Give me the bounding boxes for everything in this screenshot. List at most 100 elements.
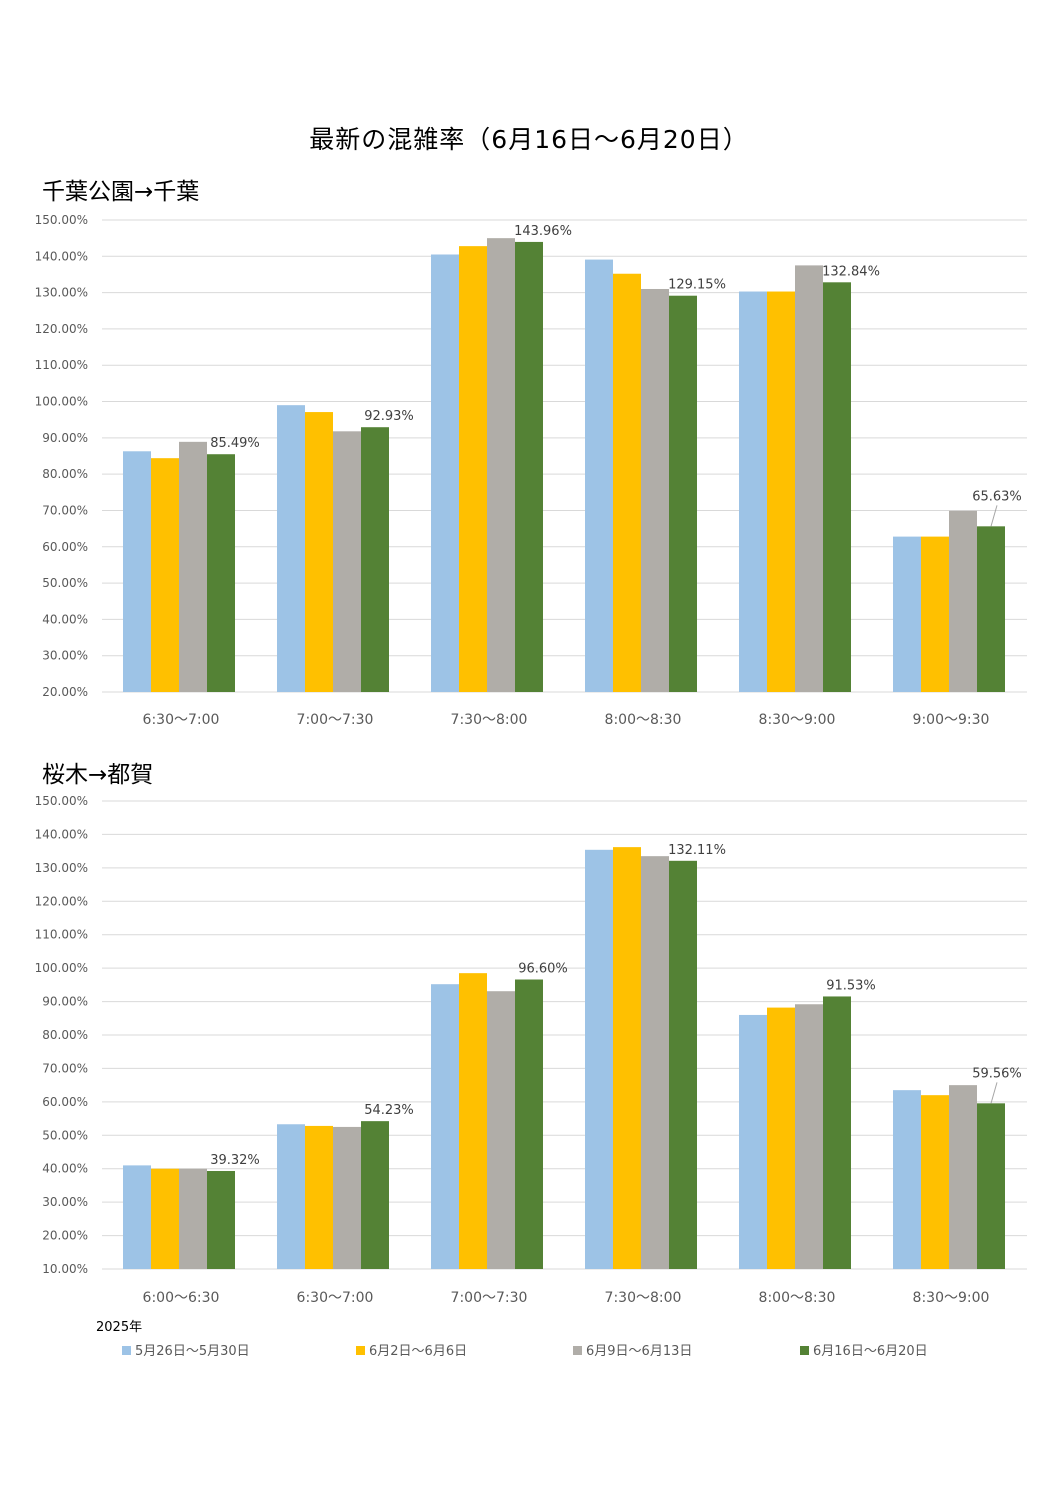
data-label: 132.84%: [822, 264, 880, 279]
bar: [459, 973, 487, 1269]
bar: [207, 1170, 235, 1269]
bar: [487, 238, 515, 692]
bar: [739, 291, 767, 692]
bar: [361, 427, 389, 692]
legend-label: 6月9日～6月13日: [586, 1344, 693, 1359]
bar: [823, 282, 851, 692]
legend-item: 6月2日～6月6日: [356, 1340, 467, 1359]
y-tick-label: 60.00%: [42, 540, 88, 554]
bar: [123, 451, 151, 692]
bar: [795, 265, 823, 692]
legend-label: 5月26日～5月30日: [135, 1344, 250, 1359]
x-tick-label: 8:30～9:00: [913, 1290, 990, 1306]
y-tick-label: 70.00%: [42, 1061, 88, 1075]
legend: 5月26日～5月30日 6月2日～6月6日 6月9日～6月13日 6月16日～6月20…: [0, 1340, 1058, 1360]
legend-label: 6月16日～6月20日: [813, 1344, 928, 1359]
legend-item: 5月26日～5月30日: [122, 1340, 250, 1359]
x-tick-label: 7:30～8:00: [605, 1290, 682, 1306]
legend-item: 6月16日～6月20日: [800, 1340, 928, 1359]
data-label: 132.11%: [668, 843, 726, 858]
data-label: 91.53%: [826, 978, 876, 993]
x-tick-label: 6:00～6:30: [143, 1290, 220, 1306]
y-tick-label: 20.00%: [42, 1229, 88, 1243]
bar: [305, 412, 333, 692]
bar: [893, 1090, 921, 1269]
bar: [179, 1168, 207, 1269]
chart-1: 20.00% 30.00% 40.00% 50.00% 60.00% 70.00% 80.0…: [35, 213, 1027, 728]
bar: [277, 405, 305, 692]
bar: [305, 1125, 333, 1269]
data-label: 92.93%: [364, 409, 414, 424]
y-tick-label: 80.00%: [42, 1028, 88, 1042]
bar: [151, 458, 179, 692]
bar: [515, 241, 543, 692]
y-tick-label: 60.00%: [42, 1095, 88, 1109]
y-tick-label: 30.00%: [42, 1195, 88, 1209]
bar: [949, 1085, 977, 1269]
bar: [823, 996, 851, 1269]
y-tick-label: 100.00%: [35, 395, 88, 409]
bar: [207, 454, 235, 692]
bar: [487, 991, 515, 1269]
legend-year-label: 2025年: [96, 1320, 143, 1335]
bar: [767, 1007, 795, 1269]
bar: [977, 526, 1005, 692]
chart-title-2: 桜木→都賀: [42, 762, 154, 788]
y-tick-label: 140.00%: [35, 249, 88, 263]
bar: [277, 1124, 305, 1269]
bar: [123, 1165, 151, 1269]
chart-title-1: 千葉公園→千葉: [42, 179, 200, 205]
y-tick-label: 120.00%: [35, 894, 88, 908]
bar: [515, 979, 543, 1269]
bar: [921, 1095, 949, 1269]
data-label: 59.56%: [972, 1066, 1022, 1081]
bar: [795, 1004, 823, 1269]
y-tick-label: 100.00%: [35, 961, 88, 975]
data-label: 96.60%: [518, 962, 568, 977]
x-tick-label: 6:30～7:00: [297, 1290, 374, 1306]
legend-swatch: [122, 1346, 131, 1355]
legend-swatch: [573, 1346, 582, 1355]
bar: [669, 860, 697, 1269]
y-tick-label: 110.00%: [35, 928, 88, 942]
bar: [739, 1014, 767, 1269]
bar: [333, 431, 361, 692]
x-tick-label: 8:00～8:30: [759, 1290, 836, 1306]
y-tick-label: 140.00%: [35, 827, 88, 841]
page-title: 最新の混雑率（6月16日～6月20日）: [309, 125, 749, 154]
legend-label: 6月2日～6月6日: [369, 1344, 468, 1359]
chart-2: 10.00% 20.00% 30.00% 40.00% 50.00% 60.00% 70.0…: [35, 794, 1027, 1306]
y-tick-label: 150.00%: [35, 213, 88, 227]
legend-item: 6月9日～6月13日: [573, 1340, 692, 1359]
data-label-leader: [990, 505, 998, 527]
legend-swatch: [356, 1346, 365, 1355]
y-tick-label: 50.00%: [42, 576, 88, 590]
bar: [767, 291, 795, 692]
y-tick-label: 90.00%: [42, 431, 88, 445]
data-label: 129.15%: [668, 278, 726, 293]
x-tick-label: 9:00～9:30: [913, 712, 990, 728]
bar: [921, 536, 949, 692]
y-tick-label: 70.00%: [42, 503, 88, 517]
y-tick-label: 130.00%: [35, 861, 88, 875]
bar: [893, 536, 921, 692]
bar: [151, 1168, 179, 1269]
data-label: 39.32%: [210, 1153, 260, 1168]
bar: [949, 510, 977, 692]
y-tick-label: 40.00%: [42, 1162, 88, 1176]
y-tick-label: 110.00%: [35, 358, 88, 372]
bar: [361, 1121, 389, 1269]
x-tick-label: 7:30～8:00: [451, 712, 528, 728]
bar: [585, 259, 613, 692]
bar: [613, 847, 641, 1269]
x-tick-label: 8:00～8:30: [605, 712, 682, 728]
bar: [179, 441, 207, 692]
data-label: 143.96%: [514, 224, 572, 239]
x-tick-label: 8:30～9:00: [759, 712, 836, 728]
y-tick-label: 20.00%: [42, 685, 88, 699]
y-tick-label: 10.00%: [42, 1262, 88, 1276]
y-tick-label: 30.00%: [42, 649, 88, 663]
y-tick-label: 50.00%: [42, 1128, 88, 1142]
bar: [669, 295, 697, 692]
bar: [977, 1103, 1005, 1269]
